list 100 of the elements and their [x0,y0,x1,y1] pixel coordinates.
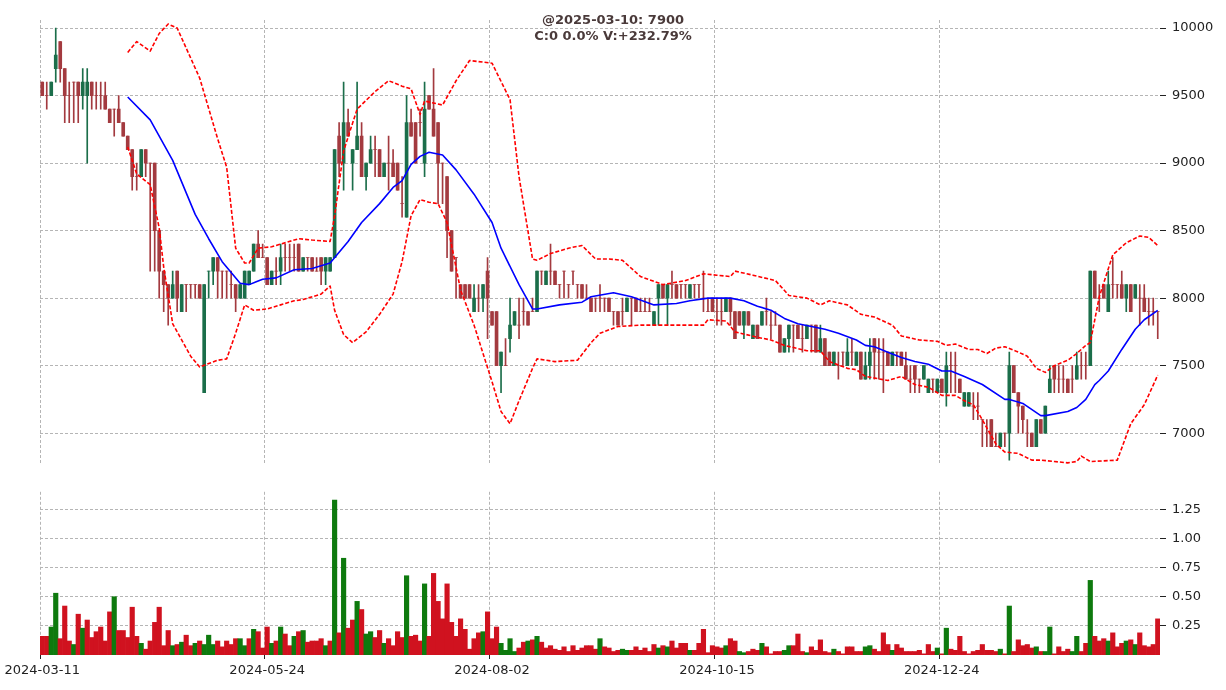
bar [368,631,374,655]
bar [44,636,50,655]
x-tick-label: 2024-08-02 [454,662,530,678]
candlestick [283,243,287,272]
bar [233,638,239,655]
bar [795,633,801,655]
candlestick [679,284,683,299]
candlestick [292,243,296,272]
candlestick [1079,351,1084,380]
bar [678,643,684,655]
bar [480,631,486,655]
bar [570,645,576,655]
bar [948,648,954,655]
y-tick-label: 10000 [1172,19,1214,35]
text: C:0 0.0% V:+232.79% [534,28,692,43]
bar [700,629,707,655]
chart-title: @2025-03-10: 7900 [541,12,685,27]
bar [422,583,428,655]
bar [894,644,900,655]
bar [1092,636,1098,655]
bar [534,636,540,655]
bar [1056,646,1062,655]
bar [597,638,603,655]
y-tick-label: 9000 [1172,154,1206,170]
candlestick [1110,257,1115,299]
candlestick [373,135,377,177]
bar [1110,632,1116,655]
bar [1119,643,1125,655]
bar [552,648,558,655]
bar [916,650,922,655]
y-tick-label: 0.75 [1172,558,1201,574]
bar [1101,638,1107,655]
bar [1038,651,1044,655]
candlestick [94,81,99,110]
bar [1065,648,1071,655]
bar [615,650,621,655]
bar [165,630,171,655]
candlestick [1155,311,1160,339]
bar [444,583,450,655]
y-tick-label: 1.00 [1172,529,1201,545]
bar [251,629,257,655]
bar [1029,647,1035,655]
bar [925,644,931,655]
bar [332,499,338,655]
candlestick [44,81,49,110]
bar [669,640,675,655]
bar [849,646,855,655]
bar [660,645,666,655]
bar [1087,580,1093,655]
bar [786,645,792,655]
bar [296,631,302,655]
bar [943,627,949,655]
bar [588,645,594,655]
bar [997,648,1003,655]
bar [1146,646,1152,655]
bar [1074,636,1080,655]
candlestick [1083,351,1088,380]
candlestick [400,176,404,218]
candlestick [949,351,953,393]
bar [750,648,756,655]
bar [912,651,918,655]
bar [723,645,729,655]
candlestick [670,270,674,299]
bar [651,644,657,655]
bar [215,640,221,655]
bar [1006,605,1012,655]
bar [377,630,383,655]
bar [278,626,284,655]
y-tick-label: 8000 [1172,289,1206,305]
bar [835,651,841,655]
bar [777,651,783,655]
bar [831,648,837,655]
bar [350,619,356,655]
y-tick-label: 7000 [1172,424,1206,440]
candlestick [98,81,103,110]
bar [179,641,185,655]
y-tick-label: 9500 [1172,86,1206,102]
bar [116,630,122,655]
bar [957,636,963,655]
y-tick-label: 7500 [1172,357,1206,373]
bar [714,646,720,655]
y-tick-label: 0.50 [1172,588,1201,604]
bar [561,646,567,655]
bar [858,651,864,655]
bar [413,634,419,655]
bar [498,643,504,655]
bar [732,640,738,655]
bar [255,631,261,655]
bar [867,645,873,655]
bar [1128,639,1134,655]
bar [395,631,401,655]
candlestick [1115,284,1120,299]
candlestick [85,68,90,164]
y-tick-label: 0.25 [1172,617,1201,633]
candlestick [184,284,189,312]
bar [579,647,585,655]
bar [1083,643,1089,655]
candlestick [229,270,233,299]
bar [197,640,203,655]
bar [741,652,747,655]
